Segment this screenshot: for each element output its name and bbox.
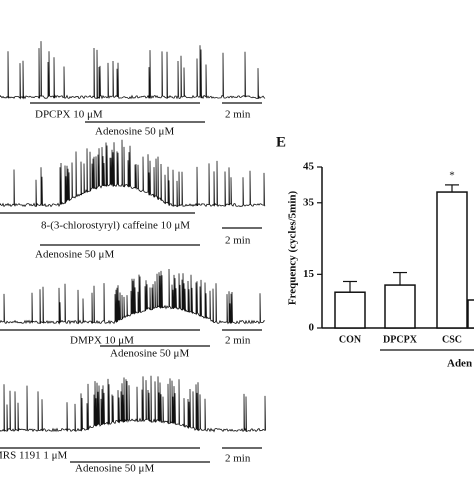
group-label: Aden bbox=[447, 358, 472, 370]
x-tick-label: CON bbox=[339, 334, 362, 345]
y-axis-label: Frequency (cycles/5min) bbox=[287, 190, 299, 305]
scale-label: 2 min bbox=[225, 335, 251, 347]
y-tick-label: 35 bbox=[303, 196, 315, 208]
agonist-label: Adenosine 50 μM bbox=[110, 348, 189, 360]
panel-label: E bbox=[276, 134, 286, 150]
bar-partial bbox=[467, 299, 474, 329]
scale-label: 2 min bbox=[225, 235, 251, 247]
agonist-label: Adenosine 50 μM bbox=[95, 126, 174, 138]
agonist-label: Adenosine 50 μM bbox=[75, 463, 154, 474]
scale-label: 2 min bbox=[225, 453, 251, 465]
drug-label: DPCPX 10 μM bbox=[35, 109, 103, 121]
x-tick-label: DPCPX bbox=[383, 334, 418, 345]
y-tick-label: 0 bbox=[309, 322, 315, 334]
y-tick-label: 15 bbox=[303, 268, 315, 280]
trace bbox=[0, 139, 266, 208]
scale-label: 2 min bbox=[225, 109, 251, 121]
trace-panels bbox=[0, 102, 262, 463]
trace bbox=[0, 375, 266, 433]
annotation: * bbox=[449, 169, 455, 181]
drug-label: MRS 1191 1 μM bbox=[0, 450, 67, 462]
bar bbox=[436, 191, 468, 329]
x-tick-label: CSC bbox=[442, 334, 462, 345]
bar bbox=[334, 291, 366, 329]
drug-label: DMPX 10 μM bbox=[70, 335, 134, 347]
agonist-label: Adenosine 50 μM bbox=[35, 249, 114, 261]
drug-label: 8-(3-chlorostyryl) caffeine 10 μM bbox=[41, 220, 190, 232]
y-tick-label: 45 bbox=[303, 161, 315, 173]
bar bbox=[384, 284, 416, 329]
trace bbox=[0, 41, 266, 100]
trace bbox=[0, 268, 266, 325]
